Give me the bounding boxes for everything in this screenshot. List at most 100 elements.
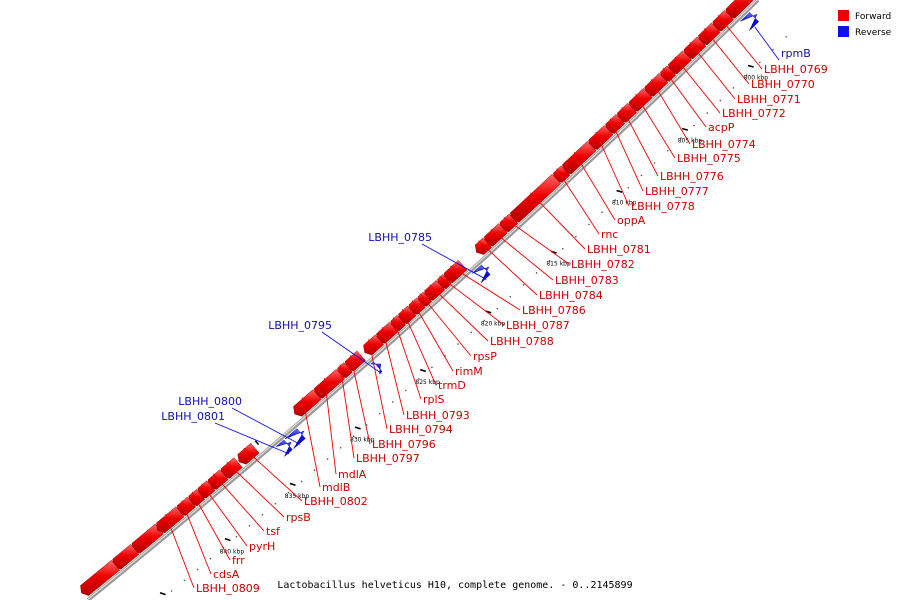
scale-dot <box>196 568 199 571</box>
gene-label: LBHH_0793 <box>406 409 470 422</box>
gene-label: LBHH_0809 <box>196 582 260 595</box>
gene-label: LBHH_0769 <box>764 63 828 76</box>
scale-tick-label: 800 kbp <box>744 74 769 81</box>
scale-dot <box>706 112 708 114</box>
leader-line <box>181 500 212 575</box>
scale-dot <box>287 491 290 494</box>
scale-dot <box>522 284 525 286</box>
leader-line <box>689 42 736 100</box>
scale-dot <box>785 35 787 38</box>
leader-line <box>321 331 382 374</box>
gene-label: LBHH_0787 <box>506 319 570 332</box>
scale-tick <box>420 368 427 373</box>
leader-line <box>573 151 616 221</box>
gene-label: LBHH_0802 <box>304 495 368 508</box>
leader-line <box>214 422 290 455</box>
leader-line <box>212 473 265 532</box>
gene-label: rplS <box>423 393 445 406</box>
scale-dot <box>496 307 499 310</box>
leader-line <box>231 407 301 445</box>
leader-line <box>392 317 422 400</box>
leader-line <box>368 339 388 430</box>
scale-dot <box>745 74 748 76</box>
leader-line <box>165 513 195 589</box>
scale-dot <box>209 557 212 560</box>
gene-labels: LBHH_0769 LBHH_0770 LBHH_0771LBHH_0772acpP… <box>161 47 827 595</box>
leader-line <box>429 284 489 342</box>
scale-dots <box>170 35 787 592</box>
scale-dot <box>470 331 472 334</box>
scale-tick <box>159 591 166 596</box>
scale-dot <box>431 366 433 369</box>
leader-line <box>478 240 538 296</box>
gene-label: rpsB <box>286 511 311 524</box>
scale-dot <box>653 162 656 164</box>
inner-tick <box>254 440 260 445</box>
scale-dot <box>535 272 538 274</box>
scale-tick-label: 820 kbp <box>481 320 506 327</box>
scale-dot <box>300 480 303 483</box>
scale-dot <box>339 446 342 449</box>
scale-tick <box>616 189 623 193</box>
scale-dot <box>483 319 486 322</box>
scale-dot <box>561 247 564 250</box>
scale-dot <box>326 458 329 460</box>
scale-tick <box>354 426 361 430</box>
scale-dot <box>274 502 277 505</box>
gene-label: rpsP <box>473 350 497 363</box>
scale-dot <box>457 343 459 345</box>
scale-dot <box>614 199 617 201</box>
leader-line <box>595 131 630 207</box>
gene-label: LBHH_0770 <box>751 78 815 91</box>
gene-label: LBHH_0785 <box>368 231 432 244</box>
gene-label: oppA <box>617 214 646 227</box>
legend: Forward Reverse <box>838 10 892 38</box>
scale-dot <box>548 260 551 262</box>
gene-arrow-r4 <box>275 439 293 457</box>
leader-line <box>450 265 521 311</box>
gene-label: tsf <box>266 525 281 538</box>
scale-tick-label: 825 kbp <box>415 379 440 386</box>
gene-label: LBHH_0800 <box>178 395 242 408</box>
legend-reverse-label: Reverse <box>855 28 892 38</box>
gene-label: LBHH_0796 <box>372 438 436 451</box>
scale-ticks: 800 kbp 805 kbp 810 kbp 815 kbp 820 kbp 825 k… <box>125 24 769 596</box>
scale-dot <box>352 435 355 438</box>
gene-label: LBHH_0781 <box>587 243 651 256</box>
leader-line <box>662 67 707 128</box>
leader-line <box>191 491 231 561</box>
legend-forward-swatch <box>838 10 849 21</box>
gene-label: LBHH_0771 <box>737 93 801 106</box>
gene-arrow-extra-3 <box>80 559 120 596</box>
gene-label: frr <box>232 554 245 567</box>
scale-dot <box>640 174 643 177</box>
scale-dot <box>601 211 603 214</box>
leader-line <box>201 483 248 547</box>
gene-arrow-f28 <box>293 389 322 417</box>
scale-dot <box>509 295 512 298</box>
gene-arrow-r2 <box>370 361 383 375</box>
leader-line <box>439 275 505 326</box>
scale-tick <box>682 127 689 131</box>
gene-label: rnc <box>601 228 618 241</box>
scale-dot <box>405 389 407 392</box>
leader-line <box>411 300 454 372</box>
gene-label: trmD <box>438 379 466 392</box>
leader-line <box>350 355 371 445</box>
gene-label: rimM <box>455 365 483 378</box>
leader-line <box>754 26 780 61</box>
scale-tick-label: 815 kbp <box>546 261 571 268</box>
gene-arrow-f35 <box>156 506 185 534</box>
scale-tick <box>747 64 754 68</box>
leader-line <box>503 217 570 265</box>
leader-line <box>621 107 659 177</box>
gene-label: LBHH_0784 <box>539 289 603 302</box>
gene-label: LBHH_0782 <box>571 258 635 271</box>
scale-dot <box>183 579 186 582</box>
gene-arrow-r0 <box>740 12 760 31</box>
scale-tick <box>289 482 296 487</box>
gene-label: cdsA <box>213 568 240 581</box>
scale-dot <box>719 99 722 102</box>
scale-tick-label: 805 kbp <box>678 138 703 145</box>
